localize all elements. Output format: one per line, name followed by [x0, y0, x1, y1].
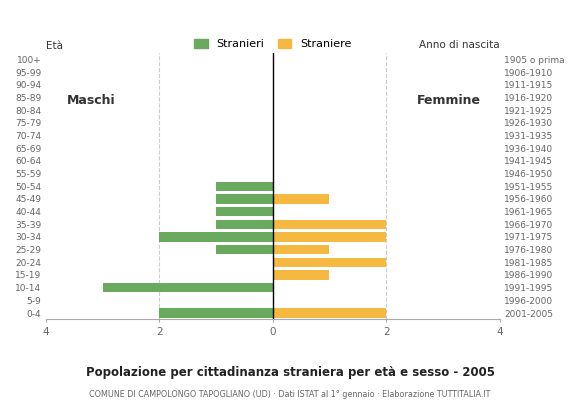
Text: Età: Età: [46, 41, 63, 51]
Bar: [273, 308, 386, 318]
Text: Popolazione per cittadinanza straniera per età e sesso - 2005: Popolazione per cittadinanza straniera p…: [85, 366, 495, 379]
Text: COMUNE DI CAMPOLONGO TAPOGLIANO (UD) · Dati ISTAT al 1° gennaio · Elaborazione T: COMUNE DI CAMPOLONGO TAPOGLIANO (UD) · D…: [89, 390, 491, 399]
Bar: [160, 308, 273, 318]
Bar: [216, 194, 273, 204]
Bar: [273, 220, 386, 229]
Bar: [273, 258, 386, 267]
Bar: [103, 283, 273, 292]
Bar: [273, 194, 329, 204]
Legend: Stranieri, Straniere: Stranieri, Straniere: [190, 35, 356, 54]
Bar: [273, 232, 386, 242]
Bar: [216, 182, 273, 191]
Bar: [160, 232, 273, 242]
Bar: [273, 270, 329, 280]
Bar: [273, 245, 329, 254]
Text: Femmine: Femmine: [416, 94, 480, 106]
Text: Maschi: Maschi: [67, 94, 116, 106]
Bar: [216, 220, 273, 229]
Bar: [216, 207, 273, 216]
Text: Anno di nascita: Anno di nascita: [419, 40, 499, 50]
Bar: [216, 245, 273, 254]
